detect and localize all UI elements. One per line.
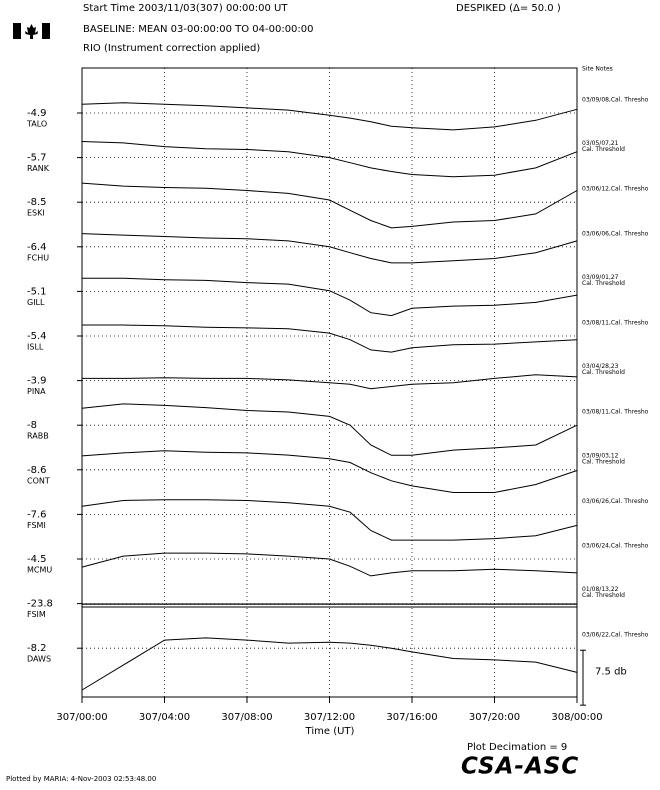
- baseline-label: -5.7: [27, 153, 47, 164]
- site-note: 03/05/07,21: [582, 140, 619, 147]
- station-name: FSMI: [27, 521, 46, 530]
- baseline-info: BASELINE: MEAN 03-00:00:00 TO 04-00:00:0…: [83, 24, 314, 35]
- site-note: Cal. Threshold: [582, 369, 625, 376]
- trace: [81, 450, 578, 493]
- baseline-label: -4.9: [27, 108, 47, 119]
- x-tick-label: 308/00:00: [551, 712, 602, 723]
- station-name: RANK: [27, 164, 50, 173]
- site-note: 03/09/01,27: [582, 274, 619, 281]
- baseline-label: -8.5: [27, 197, 47, 208]
- site-note: 03/08/11,Cal. Thresho: [582, 409, 649, 416]
- baseline-label: -23.8: [27, 599, 53, 610]
- site-note: 03/06/12,Cal. Thresho: [582, 186, 649, 193]
- logo: CSA-ASC: [461, 754, 579, 780]
- scale-bar-label: 7.5 db: [595, 667, 627, 678]
- site-note: Cal. Threshold: [582, 280, 625, 287]
- station-name: ISLL: [27, 343, 44, 352]
- station-name: DAWS: [27, 655, 51, 664]
- x-tick-label: 307/20:00: [469, 712, 520, 723]
- despiked: DESPIKED (Δ= 50.0 ): [456, 3, 561, 14]
- trace: [81, 141, 578, 178]
- x-tick-label: 307/08:00: [221, 712, 272, 723]
- site-note: 03/06/26,Cal. Thresho: [582, 498, 649, 505]
- site-note: 03/09/03,12: [582, 452, 619, 459]
- baseline-label: -3.9: [27, 376, 47, 387]
- site-note: 03/06/24,Cal. Thresho: [582, 543, 649, 550]
- baseline-label: -6.4: [27, 242, 47, 253]
- trace: [82, 324, 578, 353]
- trace: [82, 277, 578, 317]
- trace: [81, 637, 578, 691]
- station-name: GILL: [27, 298, 45, 307]
- site-note: 03/09/08,Cal. Thresho: [582, 97, 649, 104]
- baseline-label: -4.5: [27, 554, 47, 565]
- x-tick-label: 307/00:00: [56, 712, 107, 723]
- start-time: Start Time 2003/11/03(307) 00:00:00 UT: [83, 3, 288, 14]
- site-note: 03/04/28,23: [582, 363, 619, 370]
- site-note: Cal. Threshold: [582, 458, 625, 465]
- x-axis-title: Time (UT): [305, 726, 355, 737]
- trace: [81, 403, 578, 456]
- site-note: Cal. Threshold: [582, 146, 625, 153]
- station-name: FSIM: [27, 610, 46, 619]
- plotted-by: Plotted by MARIA: 4-Nov-2003 02:53:48.00: [6, 775, 156, 783]
- baseline-label: -5.1: [27, 286, 47, 297]
- trace: [81, 182, 578, 229]
- station-name: TALO: [26, 120, 47, 129]
- site-note: 03/08/11,Cal. Thresho: [582, 320, 649, 327]
- x-tick-label: 307/04:00: [139, 712, 190, 723]
- x-tick-label: 307/16:00: [386, 712, 437, 723]
- baseline-label: -5.4: [27, 331, 47, 342]
- station-name: MCMU: [27, 566, 52, 575]
- flag-icon: [13, 23, 50, 39]
- baseline-label: -8.6: [27, 465, 47, 476]
- notes-header: Site Notes: [582, 66, 613, 73]
- baseline-label: -8.2: [27, 643, 47, 654]
- baseline-label: -8: [27, 420, 37, 431]
- trace: [81, 552, 578, 577]
- station-name: CONT: [27, 476, 50, 485]
- site-note: 03/06/22,Cal. Thresho: [582, 632, 649, 639]
- correction-info: RIO (Instrument correction applied): [83, 43, 260, 54]
- baseline-label: -7.6: [27, 509, 47, 520]
- station-name: ESKI: [27, 209, 45, 218]
- x-tick-label: 307/12:00: [304, 712, 355, 723]
- trace: [82, 374, 578, 390]
- decimation: Plot Decimation = 9: [467, 742, 567, 753]
- site-note: 01/08/13,22: [582, 586, 619, 593]
- station-name: RABB: [27, 432, 49, 441]
- trace: [81, 102, 578, 131]
- trace: [81, 499, 578, 541]
- site-note: 03/06/06,Cal. Thresho: [582, 230, 649, 237]
- site-note: Cal. Threshold: [582, 592, 625, 599]
- station-name: FCHU: [27, 253, 49, 262]
- station-name: PINA: [27, 387, 46, 396]
- trace: [81, 233, 578, 264]
